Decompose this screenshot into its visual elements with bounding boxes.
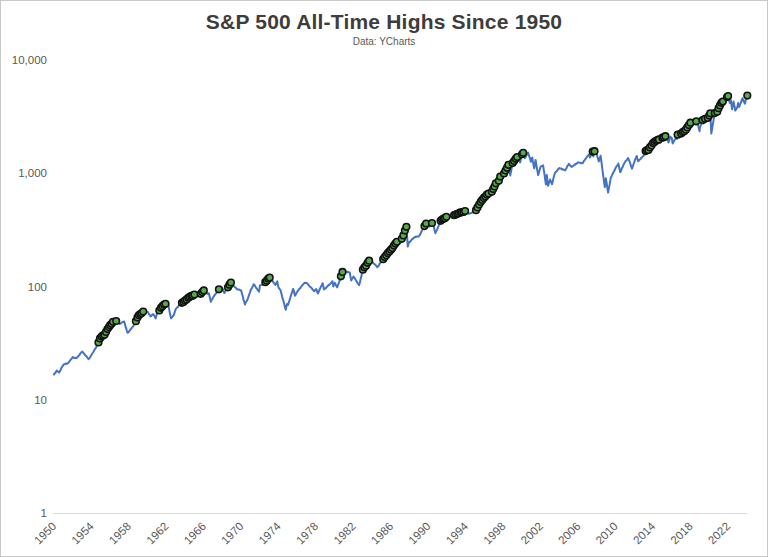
- x-tick-label: 1978: [294, 520, 321, 547]
- ath-marker: [429, 220, 436, 227]
- x-tick-label: 1958: [107, 520, 134, 547]
- ath-marker: [443, 214, 450, 221]
- y-tick-label: 10,000: [12, 54, 47, 66]
- ath-marker: [591, 148, 598, 155]
- ath-marker: [520, 150, 527, 157]
- ath-marker: [140, 308, 147, 315]
- ath-marker: [693, 118, 700, 125]
- y-tick-label: 1: [41, 507, 47, 519]
- y-tick-label: 10: [34, 394, 47, 406]
- x-tick-label: 2006: [556, 520, 583, 547]
- ath-marker: [162, 301, 169, 308]
- ath-marker: [191, 291, 198, 298]
- ath-marker: [201, 287, 208, 294]
- x-tick-label: 1970: [219, 520, 246, 547]
- y-tick-label: 1,000: [18, 167, 47, 179]
- chart-frame: S&P 500 All-Time Highs Since 1950 Data: …: [0, 0, 768, 557]
- x-tick-label: 1954: [69, 520, 96, 547]
- x-tick-label: 1962: [144, 520, 171, 547]
- ath-marker: [744, 92, 751, 99]
- y-tick-label: 100: [28, 281, 47, 293]
- ath-marker: [339, 269, 346, 276]
- ath-marker: [403, 224, 410, 231]
- ath-marker: [366, 257, 373, 264]
- x-tick-label: 1966: [182, 520, 209, 547]
- x-tick-label: 2002: [519, 520, 546, 547]
- x-tick-label: 2018: [668, 520, 695, 547]
- ath-marker: [216, 286, 223, 293]
- x-tick-label: 2022: [706, 520, 733, 547]
- x-tick-label: 1994: [444, 520, 471, 547]
- x-tick-label: 1982: [331, 520, 358, 547]
- ath-marker: [725, 93, 732, 100]
- ath-marker: [462, 208, 469, 215]
- x-tick-label: 2014: [631, 520, 658, 547]
- ath-marker: [662, 133, 669, 140]
- ath-marker: [228, 279, 235, 286]
- x-tick-label: 1950: [32, 520, 59, 547]
- ath-marker: [113, 318, 120, 325]
- ath-markers: [95, 92, 750, 345]
- x-tick-label: 1990: [406, 520, 433, 547]
- sp500-log-line-chart: 1 10 100 1,000 10,000 1950 1954 1958 1962 1966 197…: [1, 1, 768, 557]
- x-tick-label: 1986: [369, 520, 396, 547]
- x-tick-label: 1998: [481, 520, 508, 547]
- ath-marker: [266, 274, 273, 281]
- x-tick-label: 1974: [256, 520, 283, 547]
- x-tick-label: 2010: [593, 520, 620, 547]
